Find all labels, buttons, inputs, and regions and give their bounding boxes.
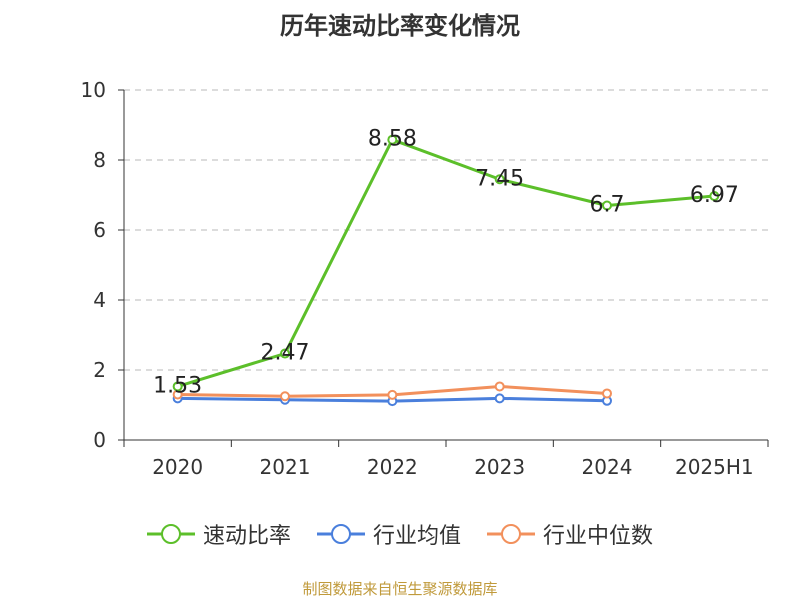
legend-marker-industry-median (487, 524, 535, 544)
x-tick-label: 2025H1 (675, 455, 754, 479)
series-line-0 (177, 138, 715, 388)
x-tick-label: 2020 (152, 455, 203, 479)
data-label: 7.45 (475, 166, 524, 191)
legend-label-industry-median: 行业中位数 (543, 524, 654, 549)
data-label: 1.53 (153, 373, 202, 398)
data-point (602, 388, 612, 399)
x-tick-label: 2021 (260, 455, 311, 479)
axes: 0 2 4 6 8 10 2020 2021 2022 2023 2024 2025H1 (81, 78, 769, 479)
y-tick-label: 6 (93, 218, 106, 242)
data-point (280, 391, 290, 402)
data-label: 8.58 (368, 127, 417, 152)
data-point (172, 381, 183, 392)
x-tick-label: 2023 (474, 455, 525, 479)
data-point (387, 134, 398, 145)
x-tick-label: 2024 (582, 455, 633, 479)
data-point (602, 200, 612, 211)
data-label: 2.47 (261, 341, 310, 366)
legend-marker-quick-ratio (146, 524, 195, 544)
legend-marker-industry-mean (316, 524, 365, 544)
legend-label-quick-ratio: 速动比率 (202, 524, 291, 549)
series-lines (172, 134, 720, 407)
legend-item-industry-median[interactable]: 行业中位数 (487, 518, 653, 550)
legend-item-quick-ratio[interactable]: 速动比率 (146, 518, 291, 550)
y-tick-label: 2 (93, 358, 106, 382)
legend-label-industry-mean: 行业均值 (372, 524, 461, 549)
legend-item-industry-mean[interactable]: 行业均值 (316, 518, 461, 550)
data-point (280, 348, 290, 359)
data-label: 6.7 (590, 193, 625, 218)
data-point (494, 393, 505, 404)
data-point (709, 191, 720, 202)
grid-lines (124, 89, 768, 371)
x-tick-label: 2022 (367, 455, 418, 479)
data-source-note: 制图数据来自恒生聚源数据库 (302, 580, 498, 598)
data-point (494, 381, 505, 392)
chart-title: 历年速动比率变化情况 (280, 12, 520, 40)
data-point (387, 389, 398, 400)
y-tick-label: 4 (93, 288, 106, 312)
data-point (494, 174, 505, 185)
data-label: 6.97 (690, 183, 739, 208)
y-tick-label: 8 (93, 148, 106, 172)
data-labels: 1.53 2.47 8.58 7.45 6.7 6.97 (153, 127, 739, 399)
legend[interactable]: 速动比率 行业均值 行业中位数 (0, 518, 800, 550)
y-tick-label: 0 (93, 428, 106, 452)
y-tick-label: 10 (81, 78, 106, 102)
